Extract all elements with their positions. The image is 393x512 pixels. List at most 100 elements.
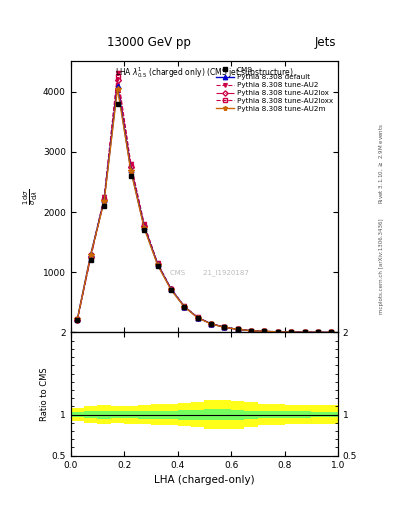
Line: Pythia 8.308 tune-AU2loxx: Pythia 8.308 tune-AU2loxx bbox=[75, 74, 333, 334]
CMS bbox=[182, 304, 187, 310]
Text: 13000 GeV pp: 13000 GeV pp bbox=[107, 36, 191, 49]
Pythia 8.308 tune-AU2m bbox=[129, 168, 133, 174]
Pythia 8.308 tune-AU2m bbox=[316, 329, 320, 335]
Pythia 8.308 default bbox=[235, 326, 240, 332]
Pythia 8.308 tune-AU2m bbox=[195, 315, 200, 321]
Pythia 8.308 tune-AU2loxx bbox=[182, 304, 187, 310]
Pythia 8.308 default bbox=[222, 324, 227, 330]
Pythia 8.308 tune-AU2 bbox=[75, 316, 80, 322]
CMS bbox=[249, 328, 253, 334]
Pythia 8.308 default bbox=[209, 321, 213, 327]
Pythia 8.308 tune-AU2loxx bbox=[275, 329, 280, 335]
CMS bbox=[102, 203, 107, 209]
Pythia 8.308 tune-AU2lox bbox=[316, 329, 320, 335]
Text: LHA $\lambda^{1}_{0.5}$ (charged only) (CMS jet substructure): LHA $\lambda^{1}_{0.5}$ (charged only) (… bbox=[115, 66, 294, 80]
Pythia 8.308 default bbox=[75, 315, 80, 322]
Pythia 8.308 tune-AU2 bbox=[249, 328, 253, 334]
Pythia 8.308 tune-AU2lox bbox=[222, 324, 227, 330]
Pythia 8.308 tune-AU2lox bbox=[262, 328, 267, 334]
CMS bbox=[195, 315, 200, 321]
Pythia 8.308 tune-AU2 bbox=[88, 252, 93, 259]
Pythia 8.308 tune-AU2 bbox=[316, 329, 320, 335]
Pythia 8.308 tune-AU2m bbox=[182, 304, 187, 310]
Pythia 8.308 tune-AU2loxx bbox=[169, 286, 173, 292]
Pythia 8.308 tune-AU2loxx bbox=[75, 316, 80, 323]
Pythia 8.308 default bbox=[195, 314, 200, 321]
Pythia 8.308 default bbox=[169, 286, 173, 292]
Pythia 8.308 tune-AU2loxx bbox=[222, 324, 227, 330]
Y-axis label: Ratio to CMS: Ratio to CMS bbox=[40, 367, 49, 421]
Pythia 8.308 default bbox=[182, 304, 187, 310]
Pythia 8.308 tune-AU2 bbox=[275, 329, 280, 335]
Pythia 8.308 default bbox=[316, 329, 320, 335]
Line: Pythia 8.308 default: Pythia 8.308 default bbox=[75, 83, 334, 335]
Pythia 8.308 default bbox=[115, 82, 120, 89]
CMS bbox=[316, 329, 320, 335]
Pythia 8.308 default bbox=[275, 329, 280, 335]
Pythia 8.308 tune-AU2m bbox=[329, 329, 334, 335]
Pythia 8.308 default bbox=[329, 329, 334, 335]
Pythia 8.308 tune-AU2lox bbox=[235, 326, 240, 332]
Pythia 8.308 tune-AU2loxx bbox=[195, 314, 200, 321]
CMS bbox=[302, 329, 307, 335]
Text: CMS        21_I1920187: CMS 21_I1920187 bbox=[170, 269, 249, 276]
CMS bbox=[75, 317, 80, 324]
Pythia 8.308 default bbox=[249, 328, 253, 334]
Pythia 8.308 tune-AU2loxx bbox=[249, 328, 253, 334]
Pythia 8.308 tune-AU2lox bbox=[142, 223, 147, 229]
Pythia 8.308 tune-AU2lox bbox=[289, 329, 294, 335]
Pythia 8.308 tune-AU2loxx bbox=[209, 321, 213, 327]
Pythia 8.308 tune-AU2 bbox=[129, 161, 133, 167]
Line: Pythia 8.308 tune-AU2: Pythia 8.308 tune-AU2 bbox=[75, 71, 333, 334]
Pythia 8.308 tune-AU2m bbox=[102, 198, 107, 204]
Pythia 8.308 tune-AU2loxx bbox=[316, 329, 320, 335]
Pythia 8.308 tune-AU2loxx bbox=[262, 328, 267, 334]
Pythia 8.308 default bbox=[102, 197, 107, 203]
Pythia 8.308 tune-AU2 bbox=[102, 194, 107, 200]
Pythia 8.308 tune-AU2 bbox=[222, 324, 227, 330]
Pythia 8.308 tune-AU2loxx bbox=[115, 73, 120, 79]
Line: Pythia 8.308 tune-AU2m: Pythia 8.308 tune-AU2m bbox=[75, 86, 334, 335]
Pythia 8.308 tune-AU2m bbox=[169, 287, 173, 293]
Pythia 8.308 tune-AU2lox bbox=[182, 304, 187, 310]
Pythia 8.308 tune-AU2m bbox=[289, 329, 294, 335]
CMS bbox=[275, 329, 280, 335]
Pythia 8.308 tune-AU2 bbox=[262, 328, 267, 334]
Pythia 8.308 tune-AU2 bbox=[209, 321, 213, 327]
CMS bbox=[209, 321, 213, 327]
Pythia 8.308 tune-AU2lox bbox=[129, 164, 133, 170]
Pythia 8.308 tune-AU2 bbox=[169, 285, 173, 291]
Pythia 8.308 default bbox=[88, 251, 93, 257]
Pythia 8.308 tune-AU2loxx bbox=[155, 261, 160, 267]
Text: Jets: Jets bbox=[314, 36, 336, 49]
Pythia 8.308 tune-AU2m bbox=[249, 328, 253, 334]
Pythia 8.308 default bbox=[129, 167, 133, 173]
Pythia 8.308 tune-AU2lox bbox=[195, 314, 200, 321]
Pythia 8.308 tune-AU2lox bbox=[75, 317, 80, 323]
Pythia 8.308 tune-AU2m bbox=[209, 321, 213, 327]
Pythia 8.308 tune-AU2lox bbox=[155, 261, 160, 267]
Pythia 8.308 tune-AU2m bbox=[88, 252, 93, 258]
CMS bbox=[129, 173, 133, 179]
Pythia 8.308 tune-AU2loxx bbox=[88, 253, 93, 260]
Line: Pythia 8.308 tune-AU2lox: Pythia 8.308 tune-AU2lox bbox=[75, 77, 333, 334]
Pythia 8.308 tune-AU2lox bbox=[329, 329, 334, 335]
Pythia 8.308 tune-AU2lox bbox=[88, 254, 93, 260]
Pythia 8.308 tune-AU2lox bbox=[249, 328, 253, 334]
Pythia 8.308 tune-AU2m bbox=[115, 86, 120, 92]
Pythia 8.308 tune-AU2 bbox=[302, 329, 307, 335]
Pythia 8.308 tune-AU2m bbox=[302, 329, 307, 335]
Text: Rivet 3.1.10, $\geq$ 2.9M events: Rivet 3.1.10, $\geq$ 2.9M events bbox=[377, 123, 385, 204]
Pythia 8.308 tune-AU2loxx bbox=[329, 329, 334, 335]
Pythia 8.308 tune-AU2m bbox=[235, 326, 240, 332]
Pythia 8.308 tune-AU2m bbox=[155, 262, 160, 268]
Pythia 8.308 tune-AU2 bbox=[195, 314, 200, 321]
Pythia 8.308 tune-AU2loxx bbox=[235, 326, 240, 332]
CMS bbox=[262, 328, 267, 334]
Pythia 8.308 tune-AU2lox bbox=[275, 329, 280, 335]
CMS bbox=[329, 329, 334, 335]
CMS bbox=[222, 324, 227, 330]
CMS bbox=[289, 329, 294, 335]
Pythia 8.308 tune-AU2 bbox=[142, 221, 147, 227]
Pythia 8.308 tune-AU2 bbox=[155, 260, 160, 266]
